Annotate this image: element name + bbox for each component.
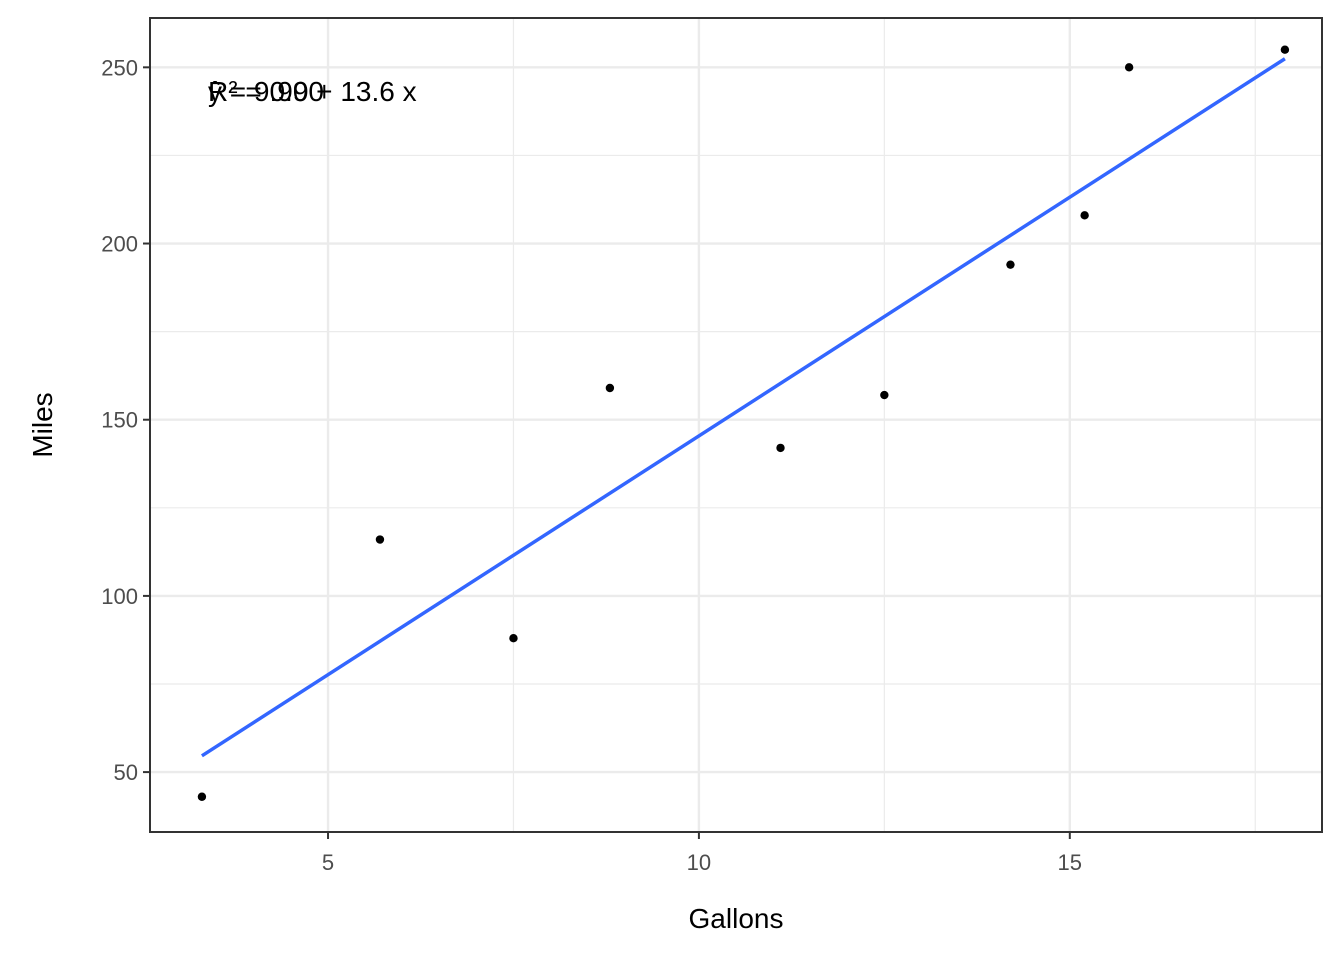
x-tick-label: 15: [1058, 850, 1082, 875]
x-axis-title: Gallons: [689, 903, 784, 934]
regression-line-layer: [200, 57, 1286, 758]
y-tick-label: 250: [101, 55, 138, 80]
panel-background: [150, 18, 1322, 832]
regression-equation: ŷ = 9.90 + 13.6 x: [208, 76, 417, 107]
regression-line: [200, 57, 1286, 758]
grid-minor: [150, 18, 1322, 832]
data-point: [1280, 45, 1290, 54]
x-tick-label: 5: [322, 850, 334, 875]
data-point: [375, 535, 385, 544]
panel-border: [149, 17, 1323, 833]
data-point: [1006, 260, 1015, 269]
data-point: [605, 383, 615, 393]
y-axis-title: Miles: [27, 392, 58, 457]
y-tick-label: 150: [101, 408, 138, 433]
x-tick-label: 10: [687, 850, 711, 875]
data-point: [880, 390, 889, 400]
y-axis: 50 100 150 200 250: [101, 55, 150, 785]
data-point: [1080, 211, 1089, 220]
y-tick-label: 50: [114, 760, 138, 785]
points-layer: [197, 45, 1290, 801]
y-tick-label: 200: [101, 232, 138, 257]
x-axis: 5 10 15: [322, 832, 1082, 875]
y-tick-label: 100: [101, 584, 138, 609]
data-point: [1124, 63, 1134, 72]
data-point: [197, 792, 207, 801]
data-point: [509, 633, 518, 643]
data-point: [776, 443, 785, 453]
r-squared-label: R² = 0.90: [208, 76, 324, 107]
